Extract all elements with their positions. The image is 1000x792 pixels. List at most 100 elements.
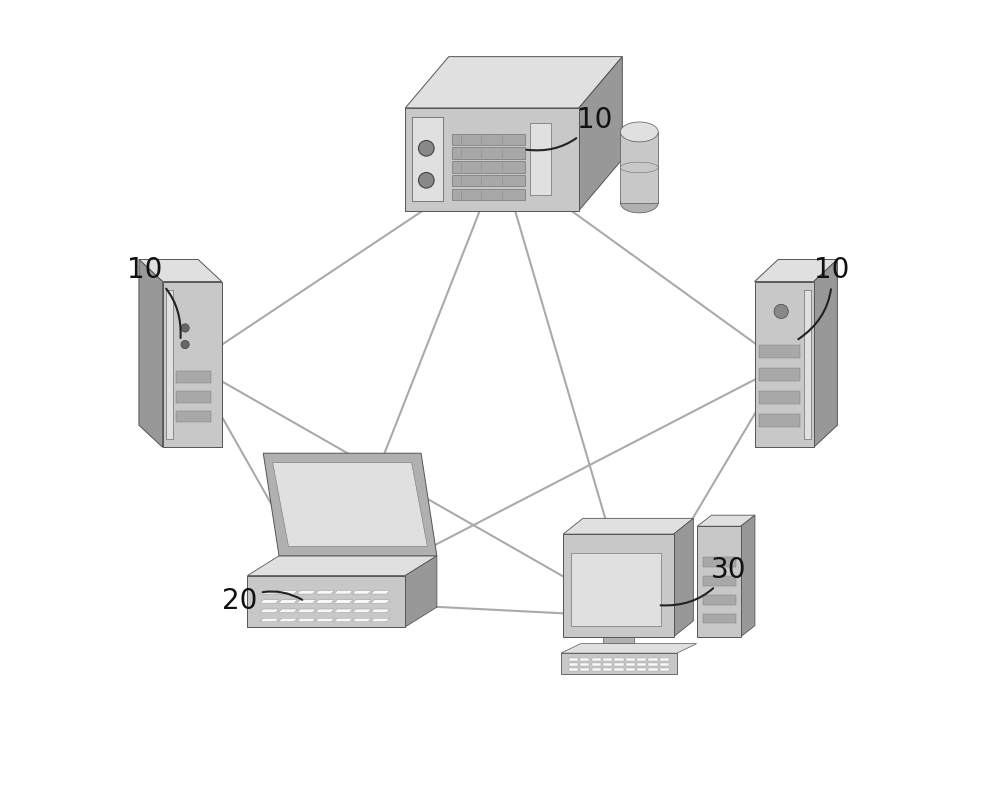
Polygon shape (139, 260, 163, 447)
Bar (452, 134, 525, 145)
Polygon shape (814, 260, 837, 447)
Circle shape (418, 140, 434, 156)
Bar (176, 411, 211, 422)
Polygon shape (697, 515, 755, 526)
Bar (626, 668, 635, 671)
Text: 10: 10 (526, 106, 612, 150)
Bar (620, 132, 658, 203)
Polygon shape (263, 453, 437, 556)
Bar (697, 526, 741, 637)
Bar (759, 391, 800, 404)
Polygon shape (260, 609, 279, 612)
Bar (592, 658, 601, 661)
Bar (452, 189, 525, 200)
Polygon shape (260, 591, 279, 594)
Polygon shape (334, 591, 353, 594)
Bar (626, 664, 635, 666)
Circle shape (418, 173, 434, 188)
Circle shape (181, 341, 189, 348)
Polygon shape (297, 600, 316, 604)
Polygon shape (316, 600, 334, 604)
Bar (247, 576, 405, 626)
Polygon shape (353, 619, 371, 622)
Bar (569, 658, 578, 661)
Bar (452, 147, 525, 158)
Bar (759, 367, 800, 381)
Bar (660, 668, 669, 671)
Polygon shape (371, 609, 390, 612)
Bar (580, 658, 589, 661)
Text: 10: 10 (127, 256, 181, 338)
Bar (583, 655, 654, 664)
Bar (569, 668, 578, 671)
Bar (804, 290, 811, 439)
Bar (530, 124, 551, 195)
Bar (580, 668, 589, 671)
Circle shape (181, 324, 189, 332)
Ellipse shape (620, 162, 658, 173)
Bar (703, 557, 736, 567)
Polygon shape (297, 591, 316, 594)
Ellipse shape (620, 193, 658, 213)
Bar (569, 664, 578, 666)
Polygon shape (561, 644, 697, 653)
Bar (648, 668, 658, 671)
Bar (561, 653, 677, 674)
Bar (648, 664, 658, 666)
Polygon shape (279, 600, 297, 604)
Bar (614, 664, 624, 666)
Bar (412, 117, 443, 201)
Bar (603, 664, 612, 666)
Polygon shape (247, 556, 437, 576)
Polygon shape (334, 619, 353, 622)
Polygon shape (334, 609, 353, 612)
Bar (703, 576, 736, 586)
Polygon shape (371, 619, 390, 622)
Bar (571, 553, 661, 626)
Bar (755, 282, 814, 447)
Polygon shape (316, 591, 334, 594)
Text: 20: 20 (222, 587, 302, 615)
Bar (176, 371, 211, 383)
Bar (592, 664, 601, 666)
Bar (759, 345, 800, 358)
Bar (592, 668, 601, 671)
Bar (405, 108, 579, 211)
Polygon shape (353, 609, 371, 612)
Bar (637, 658, 646, 661)
Polygon shape (297, 619, 316, 622)
Ellipse shape (620, 122, 658, 142)
Bar (166, 290, 173, 439)
Polygon shape (279, 619, 297, 622)
Polygon shape (755, 260, 837, 282)
Bar (452, 175, 525, 186)
Polygon shape (273, 463, 427, 546)
Bar (603, 658, 612, 661)
Polygon shape (353, 591, 371, 594)
Polygon shape (334, 600, 353, 604)
Polygon shape (371, 600, 390, 604)
Bar (660, 658, 669, 661)
Bar (637, 668, 646, 671)
Polygon shape (741, 515, 755, 637)
Bar (563, 534, 674, 637)
Bar (703, 614, 736, 623)
Bar (626, 658, 635, 661)
Polygon shape (316, 609, 334, 612)
Bar (759, 414, 800, 428)
Text: 30: 30 (661, 556, 747, 605)
Bar (452, 162, 525, 173)
Polygon shape (279, 609, 297, 612)
Bar (703, 595, 736, 604)
Bar (176, 391, 211, 402)
Polygon shape (279, 591, 297, 594)
Polygon shape (139, 260, 222, 282)
Polygon shape (371, 591, 390, 594)
Polygon shape (579, 57, 622, 211)
Bar (603, 637, 634, 655)
Polygon shape (353, 600, 371, 604)
Bar (580, 664, 589, 666)
Bar (603, 668, 612, 671)
Polygon shape (405, 556, 437, 626)
Circle shape (774, 304, 788, 318)
